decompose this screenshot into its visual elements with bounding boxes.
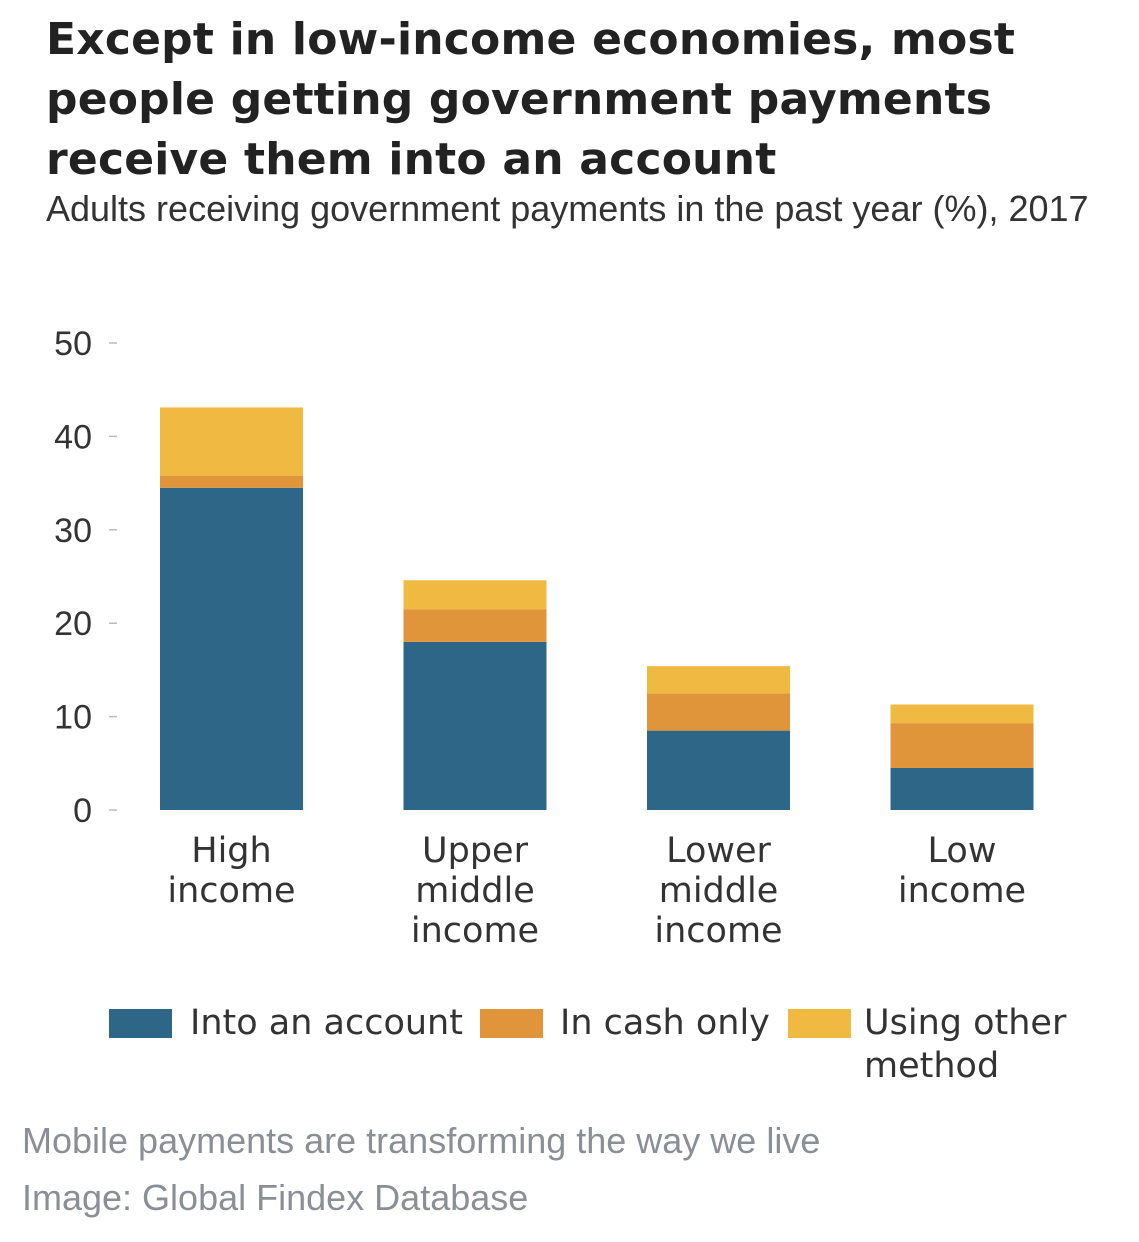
bar-segment-account (647, 730, 790, 810)
legend-label: Into an account (190, 1003, 463, 1043)
x-category-label: Lower middle income (654, 831, 782, 951)
legend-swatch (480, 1009, 543, 1038)
bar-segment-other (403, 580, 547, 610)
bar-segment-other (160, 407, 303, 476)
caption-text: Mobile payments are transforming the way… (22, 1120, 821, 1161)
bar-segment-cash (403, 609, 547, 642)
bar-segment-other (647, 666, 790, 694)
y-tick-label: 10 (54, 699, 92, 737)
y-tick-label: 30 (54, 512, 92, 550)
chart-title: Except in low-income economies, most peo… (46, 14, 1016, 185)
bar-segment-account (160, 487, 303, 810)
legend-label: Using other method (864, 1003, 1067, 1086)
y-tick-label: 20 (54, 605, 92, 643)
y-tick-label: 40 (54, 418, 92, 456)
bar-segment-cash (890, 723, 1034, 768)
x-category-label: High income (167, 831, 295, 911)
chart-subtitle: Adults receiving government payments in … (46, 188, 1089, 229)
stacked-bar-chart: 0 10 20 30 40 50 High income Upper middle income Lo… (54, 325, 1067, 1086)
bar-segment-account (403, 641, 547, 810)
bar-segment-cash (647, 693, 790, 731)
y-tick-label: 50 (54, 325, 92, 363)
x-category-label: Low income (898, 831, 1026, 911)
y-tick-label: 0 (73, 792, 92, 830)
legend-label: In cash only (560, 1003, 770, 1043)
x-category-label: Upper middle income (411, 831, 539, 951)
caption-credit: Image: Global Findex Database (22, 1177, 529, 1218)
bar-segment-other (890, 704, 1034, 724)
legend-swatch (788, 1009, 851, 1038)
bar-segment-account (890, 767, 1034, 810)
bar-segment-cash (160, 475, 303, 488)
legend-swatch (109, 1009, 172, 1038)
